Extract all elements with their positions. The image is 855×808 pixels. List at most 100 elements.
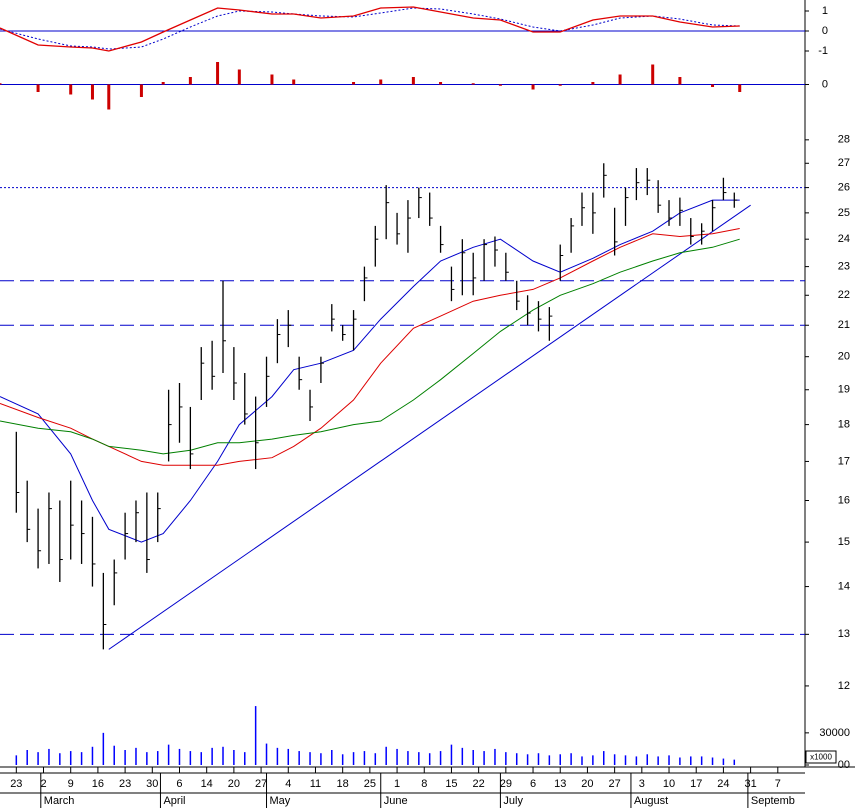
volume-bar — [494, 748, 496, 765]
x-tick-label: 18 — [337, 778, 349, 790]
volume-bar — [581, 756, 583, 765]
month-label: April — [163, 795, 185, 807]
volume-bar — [385, 746, 387, 765]
y-tick-label: 28 — [838, 134, 850, 146]
volume-bar — [592, 755, 594, 765]
histogram-bar — [161, 82, 165, 85]
x-tick-label: 6 — [176, 778, 182, 790]
y-tick-label: 12 — [838, 680, 850, 692]
volume-bar — [733, 759, 736, 765]
x-tick-label: 15 — [445, 778, 457, 790]
volume-bar — [287, 748, 290, 765]
volume-bar — [233, 750, 235, 765]
month-label: June — [384, 795, 408, 807]
x-tick-label: 1 — [394, 778, 400, 790]
x-tick-label: 31 — [744, 778, 756, 790]
volume-bar — [635, 756, 638, 765]
volume-bar — [341, 754, 344, 765]
volume-bar — [352, 752, 355, 765]
volume-bar — [722, 758, 725, 765]
x-tick-label: 4 — [285, 778, 291, 790]
volume-bar — [244, 752, 246, 765]
month-label: March — [44, 795, 75, 807]
histogram-bar — [618, 74, 622, 85]
volume-bar — [222, 746, 224, 765]
x-tick-label: 3 — [639, 778, 645, 790]
histogram-bar — [270, 74, 274, 85]
histogram-bar — [107, 84, 111, 110]
y-tick-label: 13 — [838, 628, 850, 640]
volume-bar — [265, 743, 268, 765]
y-tick-label: 14 — [838, 580, 850, 592]
y-tick-label: 00 — [838, 759, 850, 771]
x-tick-label: 27 — [609, 778, 621, 790]
trend-line — [108, 204, 751, 650]
y-tick-label: 1 — [822, 5, 828, 17]
volume-bar — [679, 757, 681, 765]
y-tick-label: 15 — [838, 536, 850, 548]
volume-unit-box — [805, 750, 837, 764]
x-tick-label: 6 — [530, 778, 536, 790]
histogram-bar — [90, 84, 94, 100]
volume-bar — [363, 751, 366, 765]
y-tick-label: 0 — [822, 25, 828, 37]
volume-bar — [276, 747, 279, 765]
volume-bar — [374, 753, 377, 765]
x-tick-label: 14 — [201, 778, 213, 790]
x-tick-label: 13 — [554, 778, 566, 790]
volume-bar — [167, 744, 170, 765]
y-tick-label: 24 — [838, 233, 850, 245]
volume-bar — [80, 752, 83, 765]
y-tick-label: 21 — [838, 319, 850, 331]
volume-bar — [331, 750, 333, 765]
volume-bar — [646, 754, 649, 765]
y-tick-label: 18 — [838, 419, 850, 431]
volume-bar — [428, 753, 431, 765]
histogram-bar — [711, 84, 715, 87]
histogram-bar — [139, 84, 143, 97]
y-tick-label: 23 — [838, 261, 850, 273]
month-label: July — [503, 795, 523, 807]
histogram-bar — [678, 77, 682, 85]
volume-bar — [505, 752, 507, 765]
histogram-bar — [591, 82, 595, 85]
volume-bar — [418, 752, 420, 765]
volume-bar — [396, 748, 398, 765]
moving-average — [0, 228, 740, 466]
histogram-bar — [292, 79, 296, 85]
volume-bar — [48, 748, 50, 765]
volume-bar — [668, 755, 670, 765]
histogram-bar — [471, 83, 475, 85]
y-tick-label: 26 — [838, 182, 850, 194]
histogram-bar — [36, 84, 40, 92]
volume-bar — [559, 754, 561, 765]
volume-bar — [548, 755, 551, 765]
volume-bar — [200, 752, 202, 765]
histogram-bar — [411, 77, 415, 85]
volume-bar — [407, 751, 409, 765]
y-tick-label: 16 — [838, 494, 850, 506]
volume-bar — [298, 751, 300, 765]
x-tick-label: 7 — [775, 778, 781, 790]
volume-bar — [657, 756, 659, 765]
y-tick-label: 0 — [822, 78, 828, 90]
x-tick-label: 16 — [92, 778, 104, 790]
volume-bar — [439, 751, 442, 765]
y-tick-label: 22 — [838, 289, 850, 301]
y-tick-label: 30000 — [819, 727, 850, 739]
y-tick-label: -1 — [818, 45, 828, 57]
volume-bar — [461, 747, 464, 765]
volume-bar — [483, 751, 485, 765]
histogram-bar — [216, 62, 220, 85]
volume-bar — [515, 753, 518, 765]
volume-bar — [178, 748, 181, 765]
month-label: Septemb — [751, 795, 795, 807]
x-tick-label: 2 — [40, 778, 46, 790]
y-tick-label: 17 — [838, 455, 850, 467]
volume-bar — [189, 751, 192, 765]
volume-bar — [91, 746, 94, 765]
volume-bar — [690, 756, 692, 765]
histogram-bar — [188, 77, 192, 85]
